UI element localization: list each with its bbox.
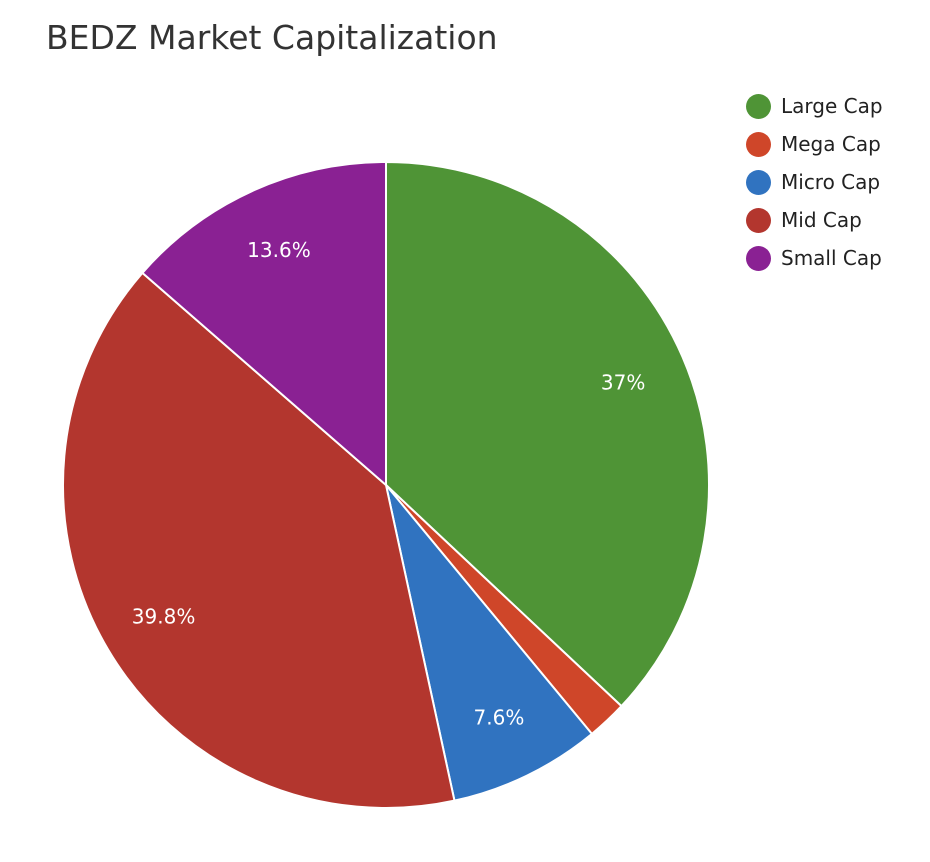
legend-label-mid-cap: Mid Cap [781, 208, 862, 232]
pie-labels: 37% 7.6% 39.8% 13.6% [132, 238, 646, 730]
legend-item-mega-cap[interactable]: Mega Cap [746, 125, 883, 163]
legend-item-micro-cap[interactable]: Micro Cap [746, 163, 883, 201]
legend-swatch-mega-cap [746, 131, 771, 157]
slice-label-large-cap: 37% [601, 370, 645, 394]
legend-swatch-small-cap [746, 245, 771, 271]
slice-label-small-cap: 13.6% [247, 238, 311, 262]
legend-label-mega-cap: Mega Cap [781, 132, 881, 156]
pie-slices [62, 161, 710, 809]
legend-swatch-large-cap [746, 93, 771, 119]
chart-title: BEDZ Market Capitalization [46, 18, 498, 57]
legend-swatch-micro-cap [746, 169, 771, 195]
slice-label-micro-cap: 7.6% [474, 705, 525, 729]
legend-item-mid-cap[interactable]: Mid Cap [746, 201, 883, 239]
pie-slice-large-cap[interactable] [385, 161, 710, 708]
legend-label-micro-cap: Micro Cap [781, 170, 881, 194]
pie-slice-small-cap[interactable] [141, 161, 387, 486]
pie-slice-mid-cap[interactable] [62, 271, 456, 809]
legend-label-small-cap: Small Cap [781, 246, 882, 270]
legend-swatch-mid-cap [746, 207, 771, 233]
legend-item-large-cap[interactable]: Large Cap [746, 87, 883, 125]
slice-label-mid-cap: 39.8% [132, 605, 196, 629]
legend-item-small-cap[interactable]: Small Cap [746, 239, 883, 277]
legend-label-large-cap: Large Cap [781, 94, 883, 118]
legend: Large Cap Mega Cap Micro Cap Mid Cap Small C… [746, 87, 883, 277]
